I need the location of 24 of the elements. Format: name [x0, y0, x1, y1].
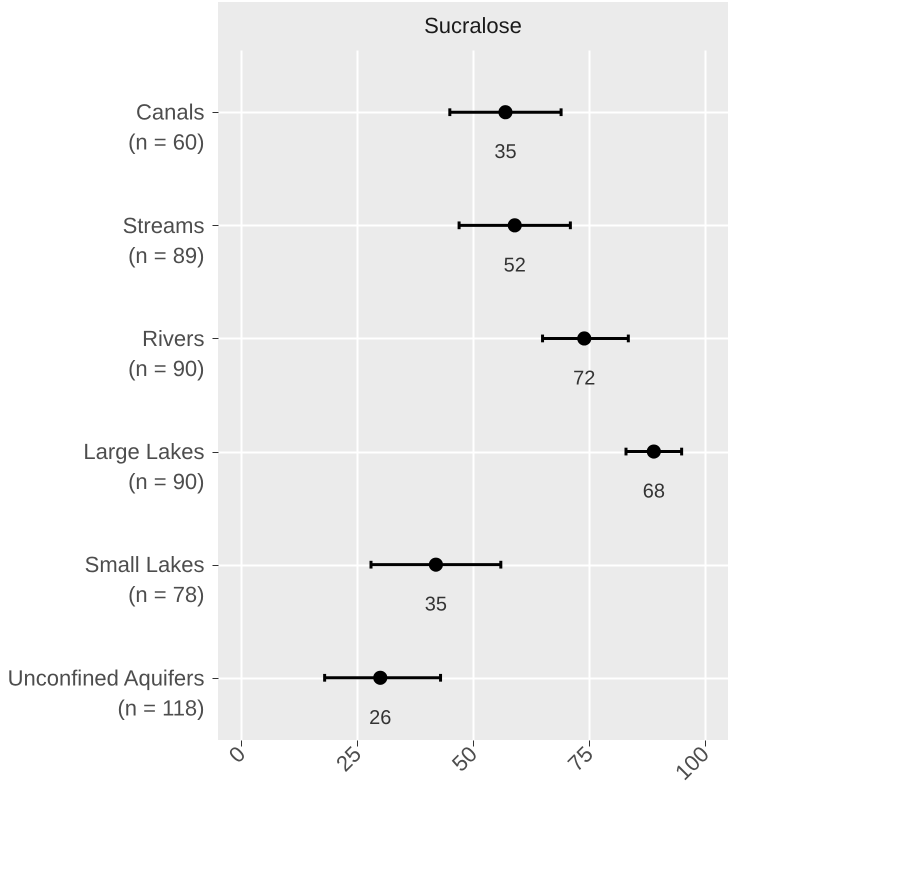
chart-title: Sucralose — [424, 13, 522, 38]
point — [577, 331, 592, 346]
annotation: 35 — [494, 141, 517, 164]
y-tick-label: Streams (n = 89) — [122, 212, 204, 268]
point — [373, 670, 388, 685]
y-tick-label: Large Lakes (n = 90) — [83, 439, 204, 494]
point — [508, 218, 522, 232]
y-tick-label: Rivers (n = 90) — [128, 326, 204, 381]
x-tick-label: 25 — [331, 741, 366, 776]
annotation: 68 — [642, 480, 665, 503]
x-tick-label: 0 — [224, 741, 250, 768]
y-tick-label: Unconfined Aquifers (n = 118) — [8, 665, 204, 720]
annotation: 72 — [573, 367, 596, 390]
x-tick-label: 50 — [446, 741, 482, 776]
annotation: 35 — [424, 594, 448, 616]
annotation: 52 — [504, 254, 526, 276]
y-tick-label: Small Lakes (n = 78) — [84, 552, 204, 608]
x-tick-label: 100 — [670, 741, 714, 785]
y-tick-label: Canals (n = 60) — [128, 100, 204, 155]
point — [428, 558, 443, 572]
annotation: 26 — [369, 706, 392, 729]
x-tick-label: 75 — [562, 741, 598, 776]
point — [498, 105, 513, 120]
point — [646, 444, 661, 459]
